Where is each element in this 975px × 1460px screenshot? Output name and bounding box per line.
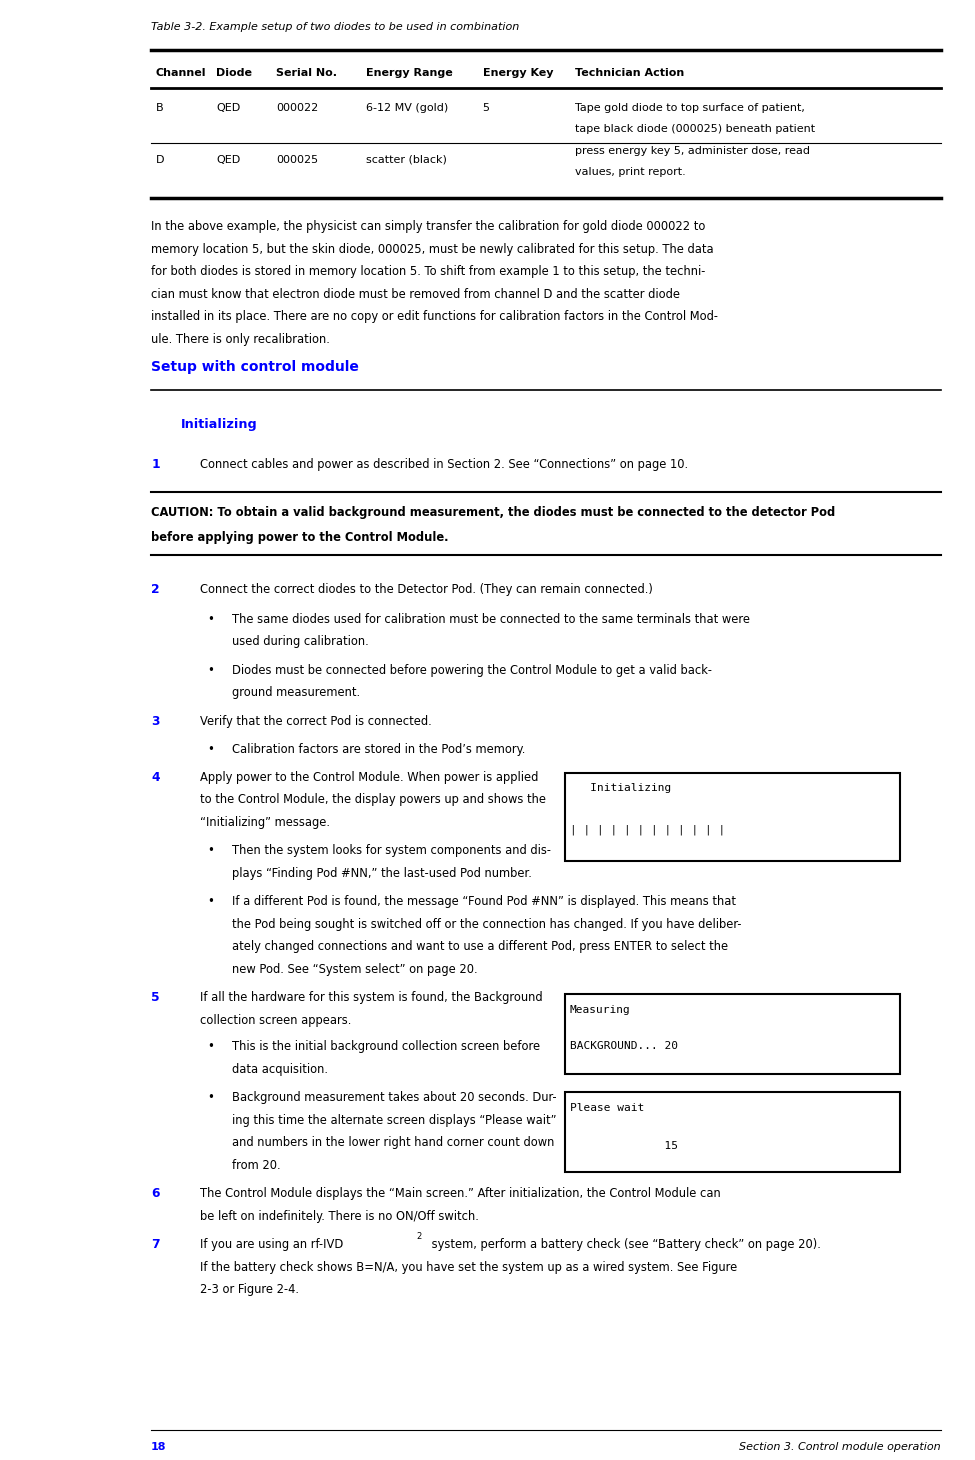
- Text: tape black diode (000025) beneath patient: tape black diode (000025) beneath patien…: [575, 124, 815, 134]
- Text: Initializing: Initializing: [569, 783, 671, 793]
- Text: CAUTION: To obtain a valid background measurement, the diodes must be connected : CAUTION: To obtain a valid background me…: [151, 507, 836, 518]
- Text: Verify that the correct Pod is connected.: Verify that the correct Pod is connected…: [200, 715, 432, 729]
- Bar: [565, 1092, 900, 1171]
- Text: 2: 2: [416, 1232, 421, 1241]
- Text: Serial No.: Serial No.: [276, 69, 337, 77]
- Text: Apply power to the Control Module. When power is applied: Apply power to the Control Module. When …: [200, 771, 538, 784]
- Text: 18: 18: [151, 1442, 167, 1453]
- Text: Energy Key: Energy Key: [483, 69, 553, 77]
- Text: 000025: 000025: [276, 155, 318, 165]
- Text: Connect cables and power as described in Section 2. See “Connections” on page 10: Connect cables and power as described in…: [200, 458, 688, 472]
- Text: If you are using an rf-IVD: If you are using an rf-IVD: [200, 1238, 343, 1251]
- Bar: [565, 993, 900, 1073]
- Text: system, perform a battery check (see “Battery check” on page 20).: system, perform a battery check (see “Ba…: [428, 1238, 821, 1251]
- Text: Setup with control module: Setup with control module: [151, 361, 359, 374]
- Text: values, print report.: values, print report.: [575, 168, 686, 178]
- Text: from 20.: from 20.: [232, 1159, 281, 1172]
- Text: 6-12 MV (gold): 6-12 MV (gold): [366, 104, 448, 112]
- Text: 5: 5: [483, 104, 489, 112]
- Text: •: •: [208, 1092, 214, 1105]
- Text: to the Control Module, the display powers up and shows the: to the Control Module, the display power…: [200, 793, 546, 806]
- Text: Measuring: Measuring: [569, 1006, 631, 1016]
- Text: 15: 15: [569, 1142, 678, 1152]
- Text: ule. There is only recalibration.: ule. There is only recalibration.: [151, 333, 330, 346]
- Text: Initializing: Initializing: [180, 418, 257, 431]
- Text: QED: QED: [216, 104, 241, 112]
- Text: 4: 4: [151, 771, 160, 784]
- Text: •: •: [208, 613, 214, 626]
- Text: new Pod. See “System select” on page 20.: new Pod. See “System select” on page 20.: [232, 964, 478, 975]
- Text: before applying power to the Control Module.: before applying power to the Control Mod…: [151, 530, 449, 543]
- Text: ground measurement.: ground measurement.: [232, 686, 360, 699]
- Text: “Initializing” message.: “Initializing” message.: [200, 816, 330, 829]
- Text: BACKGROUND... 20: BACKGROUND... 20: [569, 1041, 678, 1051]
- Text: 7: 7: [151, 1238, 160, 1251]
- Text: Please wait: Please wait: [569, 1104, 644, 1114]
- Bar: [565, 772, 900, 861]
- Text: Then the system looks for system components and dis-: Then the system looks for system compone…: [232, 844, 551, 857]
- Text: Connect the correct diodes to the Detector Pod. (They can remain connected.): Connect the correct diodes to the Detect…: [200, 583, 652, 596]
- Text: data acquisition.: data acquisition.: [232, 1063, 328, 1076]
- Text: Section 3. Control module operation: Section 3. Control module operation: [739, 1442, 941, 1453]
- Text: | | | | | | | | | | | |: | | | | | | | | | | | |: [569, 825, 725, 835]
- Text: plays “Finding Pod #NN,” the last-used Pod number.: plays “Finding Pod #NN,” the last-used P…: [232, 867, 532, 880]
- Text: Diodes must be connected before powering the Control Module to get a valid back-: Diodes must be connected before powering…: [232, 664, 712, 677]
- Text: •: •: [208, 895, 214, 908]
- Text: cian must know that electron diode must be removed from channel D and the scatte: cian must know that electron diode must …: [151, 288, 681, 301]
- Text: 1: 1: [151, 458, 160, 472]
- Text: Channel: Channel: [156, 69, 207, 77]
- Text: 5: 5: [151, 991, 160, 1004]
- Text: Background measurement takes about 20 seconds. Dur-: Background measurement takes about 20 se…: [232, 1092, 557, 1105]
- Text: •: •: [208, 664, 214, 677]
- Text: D: D: [156, 155, 165, 165]
- Text: Technician Action: Technician Action: [575, 69, 684, 77]
- Text: the Pod being sought is switched off or the connection has changed. If you have : the Pod being sought is switched off or …: [232, 918, 742, 931]
- Text: for both diodes is stored in memory location 5. To shift from example 1 to this : for both diodes is stored in memory loca…: [151, 266, 706, 277]
- Text: ing this time the alternate screen displays “Please wait”: ing this time the alternate screen displ…: [232, 1114, 557, 1127]
- Text: QED: QED: [216, 155, 241, 165]
- Text: In the above example, the physicist can simply transfer the calibration for gold: In the above example, the physicist can …: [151, 220, 706, 234]
- Text: used during calibration.: used during calibration.: [232, 635, 369, 648]
- Text: Table 3-2. Example setup of two diodes to be used in combination: Table 3-2. Example setup of two diodes t…: [151, 22, 520, 32]
- Text: •: •: [208, 844, 214, 857]
- Text: collection screen appears.: collection screen appears.: [200, 1015, 351, 1026]
- Text: press energy key 5, administer dose, read: press energy key 5, administer dose, rea…: [575, 146, 810, 156]
- Text: This is the initial background collection screen before: This is the initial background collectio…: [232, 1041, 540, 1054]
- Text: be left on indefinitely. There is no ON/Off switch.: be left on indefinitely. There is no ON/…: [200, 1210, 479, 1223]
- Text: 6: 6: [151, 1187, 160, 1200]
- Text: 2: 2: [151, 583, 160, 596]
- Text: •: •: [208, 1041, 214, 1054]
- Text: If the battery check shows B=N/A, you have set the system up as a wired system. : If the battery check shows B=N/A, you ha…: [200, 1261, 737, 1275]
- Text: Diode: Diode: [216, 69, 253, 77]
- Text: scatter (black): scatter (black): [366, 155, 447, 165]
- Text: 2-3 or Figure 2-4.: 2-3 or Figure 2-4.: [200, 1283, 299, 1296]
- Text: The same diodes used for calibration must be connected to the same terminals tha: The same diodes used for calibration mus…: [232, 613, 750, 626]
- Text: Calibration factors are stored in the Pod’s memory.: Calibration factors are stored in the Po…: [232, 743, 526, 756]
- Text: 3: 3: [151, 715, 160, 729]
- Text: B: B: [156, 104, 164, 112]
- Text: 000022: 000022: [276, 104, 318, 112]
- Text: ately changed connections and want to use a different Pod, press ENTER to select: ately changed connections and want to us…: [232, 940, 728, 953]
- Text: Energy Range: Energy Range: [366, 69, 452, 77]
- Text: The Control Module displays the “Main screen.” After initialization, the Control: The Control Module displays the “Main sc…: [200, 1187, 721, 1200]
- Text: and numbers in the lower right hand corner count down: and numbers in the lower right hand corn…: [232, 1136, 555, 1149]
- Text: Tape gold diode to top surface of patient,: Tape gold diode to top surface of patien…: [575, 104, 805, 112]
- Text: If all the hardware for this system is found, the Background: If all the hardware for this system is f…: [200, 991, 542, 1004]
- Text: installed in its place. There are no copy or edit functions for calibration fact: installed in its place. There are no cop…: [151, 310, 719, 323]
- Text: If a different Pod is found, the message “Found Pod #NN” is displayed. This mean: If a different Pod is found, the message…: [232, 895, 736, 908]
- Text: •: •: [208, 743, 214, 756]
- Text: memory location 5, but the skin diode, 000025, must be newly calibrated for this: memory location 5, but the skin diode, 0…: [151, 242, 714, 255]
